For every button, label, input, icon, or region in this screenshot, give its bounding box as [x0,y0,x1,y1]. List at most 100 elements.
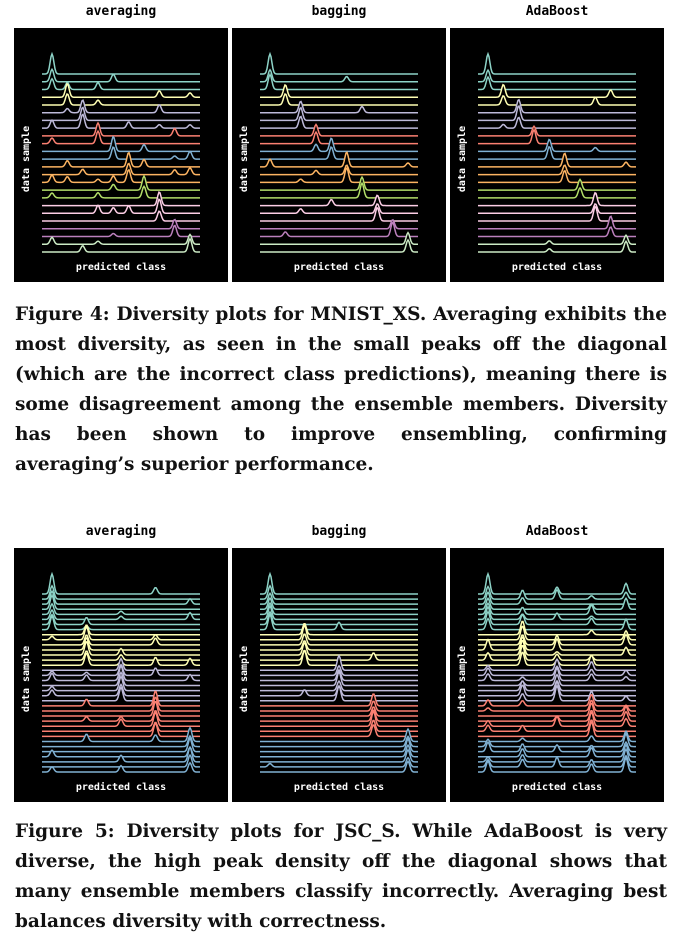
ridge-fill [260,124,418,137]
ridge-line [478,104,636,122]
ridge-line [260,668,418,682]
ridge-line [260,719,418,733]
x-axis-label: predicted class [76,261,166,273]
ridge-line [42,129,200,145]
ridgeline-svg: predicted class data sample [21,51,200,273]
ridge-line [260,146,418,160]
x-axis-label: predicted class [76,781,166,793]
ridge-line [42,696,200,712]
ridge-fill [42,163,200,176]
ridge-fill [478,712,636,727]
ridge-line [260,130,418,145]
ridge-line [478,590,636,605]
ridge-line [260,735,418,748]
ridge-line [478,740,636,753]
ridge-line [42,121,200,137]
ridge-line [478,721,636,738]
ridge-line [42,736,200,753]
ridge-line [42,224,200,238]
ridge-fill [260,54,418,75]
ridge-line [260,206,418,222]
ridge-line [260,115,418,129]
ridge-line [260,709,418,722]
ridge-line [42,683,200,697]
ridge-line [42,92,200,106]
ridge-line [260,727,418,743]
ridge-fill [478,586,636,600]
ridge-fill [42,651,200,661]
x-axis-label: predicted class [294,261,384,273]
ridge-line [478,234,636,246]
ridge-fill [42,747,200,763]
ridge-line [478,754,636,768]
ridge-line [42,151,200,168]
ridge-fill [42,54,200,75]
ridgeline-svg: predicted class data sample [457,571,636,793]
ridgeline-plot: predicted class data sample [450,28,664,282]
ridge-fill [42,603,200,615]
ridge-fill [260,138,418,152]
ridge-fill [42,738,200,753]
ridge-line [260,584,418,600]
ridge-fill [260,177,418,191]
ridge-line [42,584,200,600]
ridge-line [260,596,418,611]
y-axis-label: data sample [457,646,468,712]
ridge-line [42,700,200,717]
ridge-line [478,186,636,199]
ridge-line [478,169,636,184]
ridgeline-svg: predicted class data sample [239,571,418,793]
ridge-line [260,706,418,717]
ridge-line [42,726,200,743]
ridge-line [260,151,418,168]
ridge-fill [260,240,418,253]
ridge-fill [260,147,418,160]
ridge-line [260,194,418,207]
ridge-fill [42,727,200,742]
ridge-line [42,162,200,176]
ridge-line [260,181,418,199]
ridge-line [42,711,200,727]
ridge-line [478,673,636,687]
ridge-fill [478,146,636,160]
ridge-line [478,729,636,743]
ridge-fill [478,95,636,106]
ridge-line [260,640,418,651]
y-axis-label: data sample [239,646,250,712]
ridge-fill [260,640,418,651]
ridge-fill [260,116,418,129]
ridge-line [478,585,636,600]
ridge-fill [478,117,636,129]
ridge-line [42,135,200,153]
ridge-fill [478,192,636,207]
ridge-fill [42,152,200,168]
ridge-line [478,617,636,631]
ridge-fill [478,742,636,753]
ridge-line [478,596,636,611]
ridge-line [478,684,636,702]
x-axis-label: predicted class [294,781,384,793]
panel-title: averaging [85,524,157,539]
ridge-line [42,174,200,191]
ridge-fill [260,655,418,671]
ridgeline-svg: predicted class data sample [21,571,200,793]
ridgeline-plot: predicted class data sample [232,548,446,802]
ridgeline-plot: predicted class data sample [450,548,664,802]
ridge-fill [478,755,636,768]
ridge-line [260,664,418,677]
ridge-line [478,571,636,595]
ridge-line [260,137,418,153]
ridge-line [478,636,636,651]
ridge-line [42,745,200,763]
panel-title: bagging [311,4,367,19]
ridge-line [260,724,418,738]
ridge-line [260,743,418,758]
y-axis-label: data sample [21,126,32,192]
ridge-line [260,106,418,122]
ridge-fill [260,686,418,702]
ridge-line [478,633,636,646]
ridgeline-plot: predicted class data sample [14,28,228,282]
ridge-fill [478,70,636,83]
ridge-line [42,664,200,682]
ridge-fill [478,106,636,121]
